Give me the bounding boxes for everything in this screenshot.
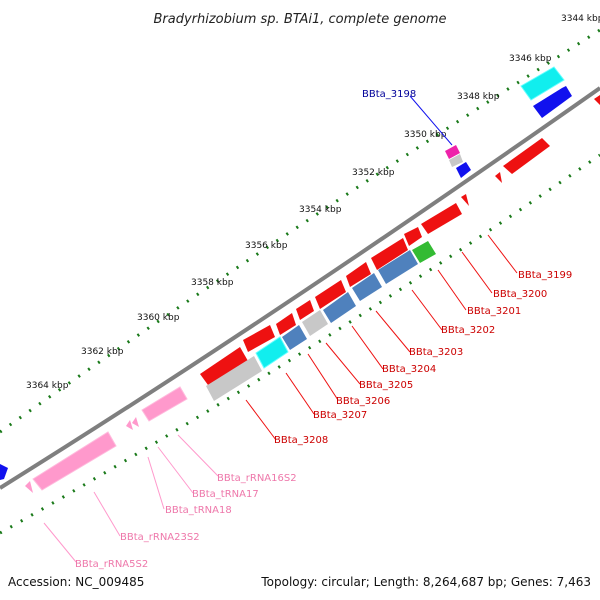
leader-line: [437, 269, 467, 311]
gene-label-bbta-3200[interactable]: BBta_3200: [493, 289, 547, 300]
gene-block[interactable]: [276, 313, 296, 335]
tick-label-3350: 3350 kbp: [404, 130, 447, 140]
leader-line: [147, 456, 165, 510]
outer-ruler: [0, 28, 600, 434]
gene-label-bbta-3208[interactable]: BBta_3208: [274, 435, 328, 446]
gene-block[interactable]: [503, 138, 550, 174]
gene-block[interactable]: [141, 386, 188, 422]
gene-label-bbta-3202[interactable]: BBta_3202: [441, 325, 495, 336]
gene-block[interactable]: [206, 356, 262, 401]
leader-line: [325, 342, 361, 385]
gene-block[interactable]: [346, 262, 371, 287]
gene-block[interactable]: [323, 292, 356, 323]
gene-block[interactable]: [32, 431, 117, 491]
gene-label-bbta-3201[interactable]: BBta_3201: [467, 306, 521, 317]
tick-label-3364: 3364 kbp: [26, 381, 69, 391]
tick-label-3354: 3354 kbp: [299, 205, 342, 215]
outer-strand-genes: [0, 66, 600, 493]
leader-line: [177, 434, 219, 477]
gene-block[interactable]: [243, 325, 275, 352]
tick-label-3344: 3344 kbp: [561, 14, 600, 24]
gene-label-rrna5s2[interactable]: BBta_rRNA5S2: [75, 559, 148, 570]
gene-block[interactable]: [421, 203, 462, 234]
gene-block[interactable]: [449, 154, 463, 167]
gene-label-rrna16s2[interactable]: BBta_rRNA16S2: [217, 473, 297, 484]
gene-block[interactable]: [520, 66, 565, 101]
leader-line: [411, 289, 443, 331]
leader-line: [461, 251, 493, 294]
genome-backbone: [0, 86, 600, 490]
leader-lines: [43, 95, 518, 563]
gene-block[interactable]: [352, 273, 382, 301]
gene-label-bbta-3207[interactable]: BBta_3207: [313, 410, 367, 421]
gene-labels: BBta_3198 BBta_3199 BBta_3200 BBta_3201 …: [75, 89, 572, 570]
gene-label-bbta-3206[interactable]: BBta_3206: [336, 396, 390, 407]
gene-block[interactable]: [495, 172, 502, 183]
leader-line: [351, 325, 384, 370]
gene-block[interactable]: [315, 280, 346, 309]
gene-block[interactable]: [296, 300, 314, 320]
gene-block[interactable]: [456, 162, 471, 178]
gene-label-bbta-3204[interactable]: BBta_3204: [382, 364, 436, 375]
topology-text: Topology: circular; Length: 8,264,687 bp…: [260, 575, 591, 589]
tick-label-3348: 3348 kbp: [457, 92, 500, 102]
gene-label-trna17[interactable]: BBta_tRNA17: [192, 489, 259, 500]
tick-label-3358: 3358 kbp: [191, 278, 234, 288]
leader-line: [409, 95, 453, 146]
leader-line: [487, 234, 518, 274]
tick-label-3356: 3356 kbp: [245, 241, 288, 251]
gene-block[interactable]: [594, 95, 600, 105]
gene-block[interactable]: [371, 238, 408, 270]
gene-label-rrna23s2[interactable]: BBta_rRNA23S2: [120, 532, 200, 543]
leader-line: [245, 399, 277, 441]
gene-block[interactable]: [282, 325, 307, 350]
gene-block[interactable]: [0, 464, 8, 480]
outer-ruler-dots: [0, 28, 600, 434]
gene-block[interactable]: [126, 420, 133, 430]
gene-block[interactable]: [200, 347, 248, 385]
leader-line: [307, 353, 339, 401]
gene-block[interactable]: [302, 310, 328, 336]
gene-block[interactable]: [378, 250, 418, 284]
gene-block[interactable]: [461, 194, 469, 206]
gene-block[interactable]: [132, 417, 139, 427]
gene-block[interactable]: [533, 86, 572, 118]
gene-label-bbta-3199[interactable]: BBta_3199: [518, 270, 572, 281]
gene-block[interactable]: [25, 481, 33, 493]
tick-label-3362: 3362 kbp: [81, 347, 124, 357]
leader-line: [43, 522, 77, 563]
tick-label-3352: 3352 kbp: [352, 168, 395, 178]
inner-strand-genes: [206, 154, 471, 401]
leader-line: [157, 446, 194, 494]
tick-label-3346: 3346 kbp: [509, 54, 552, 64]
tick-label-3360: 3360 kbp: [137, 313, 180, 323]
tick-labels: 3344 kbp 3346 kbp 3348 kbp 3350 kbp 3352…: [26, 14, 600, 391]
gene-label-trna18[interactable]: BBta_tRNA18: [165, 505, 232, 516]
gene-label-bbta-3205[interactable]: BBta_3205: [359, 380, 413, 391]
gene-label-bbta-3203[interactable]: BBta_3203: [409, 347, 463, 358]
leader-line: [93, 491, 121, 537]
map-title: Bradyrhizobium sp. BTAi1, complete genom…: [153, 12, 446, 27]
gene-label-bbta-3198[interactable]: BBta_3198: [362, 89, 416, 100]
leader-line: [375, 310, 411, 353]
leader-line: [285, 372, 315, 415]
gene-block[interactable]: [412, 241, 436, 263]
accession-text: Accession: NC_009485: [8, 575, 144, 589]
gene-block[interactable]: [445, 145, 460, 159]
gene-block[interactable]: [404, 227, 422, 246]
gene-block[interactable]: [255, 336, 289, 369]
